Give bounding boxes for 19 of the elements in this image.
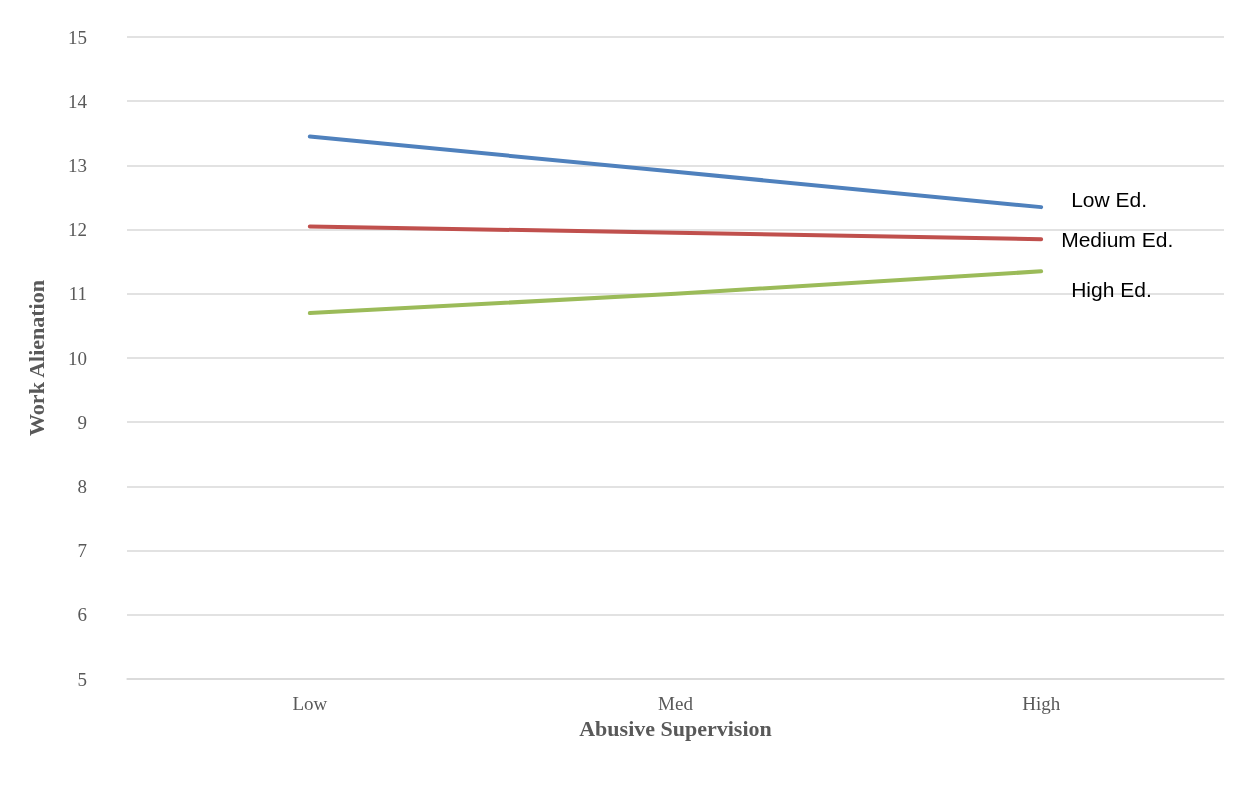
y-tick-label: 8 bbox=[77, 475, 87, 497]
series-label: Medium Ed. bbox=[1061, 227, 1174, 251]
y-tick-label: 14 bbox=[68, 90, 88, 112]
series-label: Low Ed. bbox=[1071, 187, 1148, 211]
y-tick-label: 7 bbox=[77, 540, 87, 562]
y-tick-label: 12 bbox=[68, 219, 87, 241]
y-tick-label: 9 bbox=[77, 411, 87, 433]
y-axis-title: Work Alienation bbox=[23, 280, 49, 436]
y-tick-label: 6 bbox=[77, 604, 87, 626]
y-tick-label: 5 bbox=[77, 668, 87, 690]
y-tick-label: 15 bbox=[68, 26, 87, 48]
x-tick-label: High bbox=[1022, 693, 1061, 714]
series-label: High Ed. bbox=[1071, 277, 1152, 301]
x-tick-label: Med bbox=[658, 693, 694, 714]
y-tick-label: 11 bbox=[68, 283, 87, 305]
x-tick-label: Low bbox=[292, 693, 328, 714]
y-tick-label: 10 bbox=[68, 347, 87, 369]
y-tick-label: 13 bbox=[68, 154, 87, 176]
x-axis-title: Abusive Supervision bbox=[579, 716, 772, 742]
